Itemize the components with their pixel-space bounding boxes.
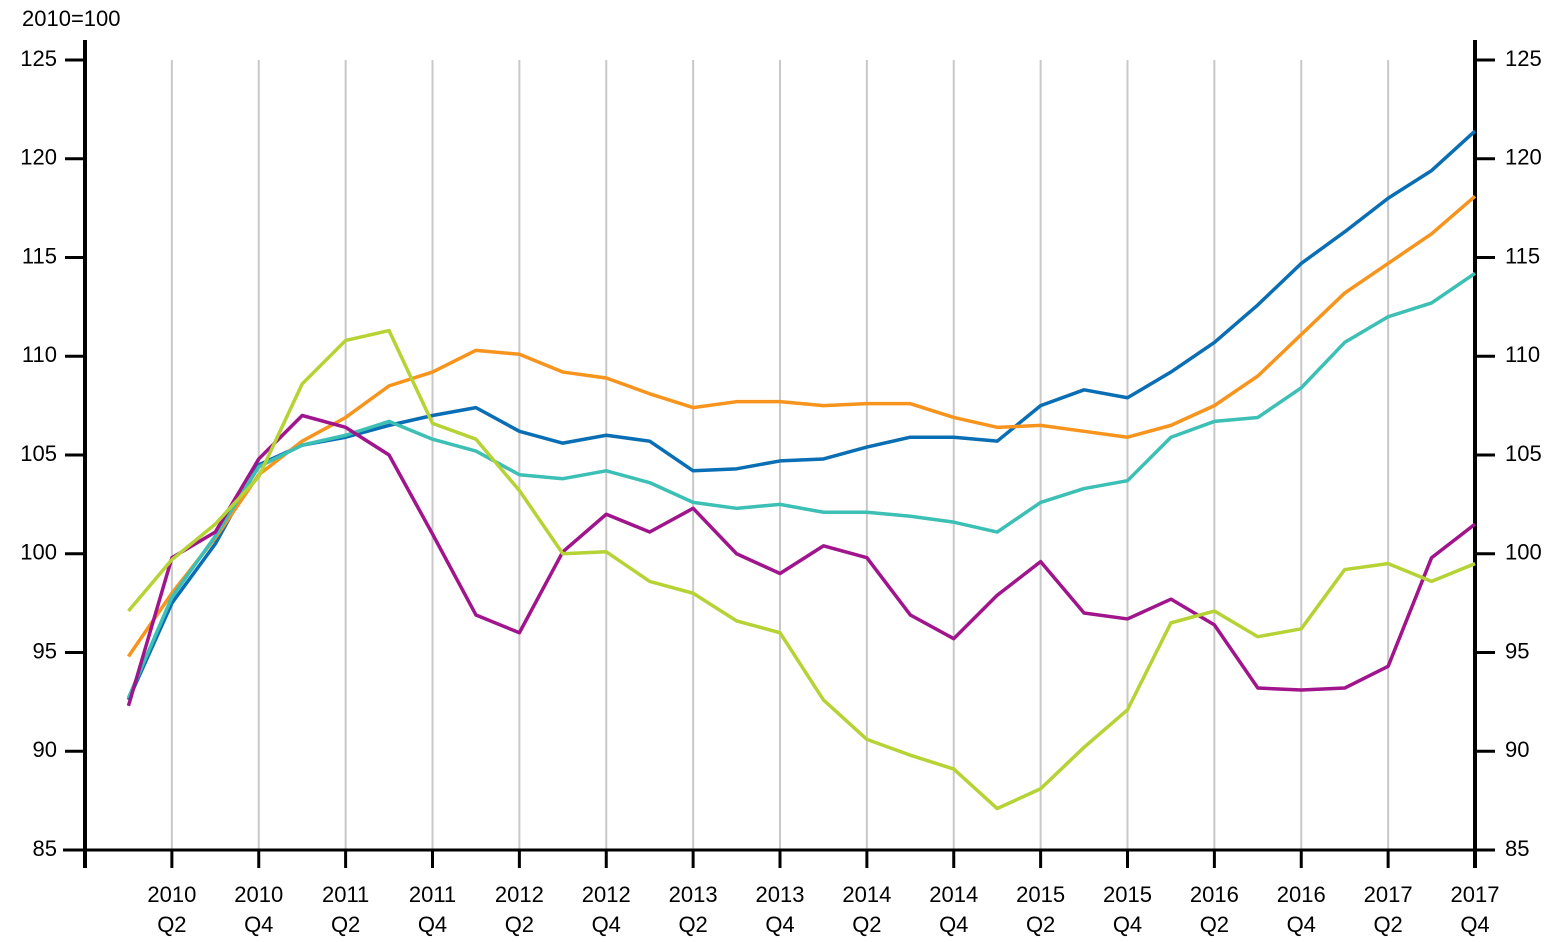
- y-axis-label: 2010=100: [22, 6, 121, 31]
- x-tick-label: 2013 Q2: [668, 882, 718, 937]
- series-line: [126, 129, 1477, 701]
- y-tick-label: 90: [33, 737, 57, 762]
- y2-tick-label: 120: [1505, 145, 1542, 170]
- y-tick-label: 100: [20, 540, 57, 565]
- y2-tick-label: 85: [1505, 836, 1529, 861]
- x-tick-label: 2016 Q2: [1189, 882, 1239, 937]
- y2-tick-label: 110: [1505, 342, 1540, 367]
- x-tick-label: 2010 Q4: [234, 882, 284, 937]
- series-line: [127, 328, 1476, 811]
- y-tick-label: 125: [20, 46, 57, 71]
- y2-tick-label: 125: [1505, 46, 1542, 71]
- x-tick-label: 2017 Q4: [1450, 882, 1500, 937]
- y2-tick-label: 95: [1505, 638, 1529, 663]
- x-tick-label: 2014 Q4: [929, 882, 979, 937]
- y-tick-label: 105: [20, 441, 57, 466]
- x-tick-label: 2015 Q2: [1016, 882, 1066, 937]
- x-tick-label: 2017 Q2: [1363, 882, 1413, 937]
- series-line: [126, 194, 1477, 658]
- y-tick-label: 95: [33, 638, 57, 663]
- y2-tick-label: 115: [1505, 243, 1540, 268]
- y-tick-label: 85: [33, 836, 57, 861]
- y-tick-label: 110: [22, 342, 57, 367]
- x-tick-label: 2011 Q2: [321, 882, 370, 937]
- y-tick-label: 115: [22, 243, 57, 268]
- x-tick-label: 2013 Q4: [755, 882, 805, 937]
- x-tick-label: 2012 Q2: [494, 882, 544, 937]
- y-tick-label: 120: [20, 145, 57, 170]
- series-line: [126, 413, 1477, 707]
- y2-tick-label: 105: [1505, 441, 1542, 466]
- y2-tick-label: 90: [1505, 737, 1529, 762]
- x-tick-label: 2015 Q4: [1103, 882, 1152, 937]
- y2-tick-label: 100: [1505, 540, 1542, 565]
- x-tick-label: 2011 Q4: [408, 882, 457, 937]
- x-tick-label: 2014 Q2: [842, 882, 892, 937]
- x-tick-label: 2016 Q4: [1276, 882, 1326, 937]
- x-tick-label: 2010 Q2: [147, 882, 197, 937]
- x-tick-label: 2012 Q4: [581, 882, 631, 937]
